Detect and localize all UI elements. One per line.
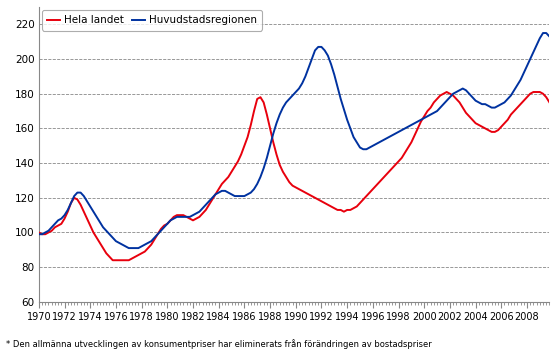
Hela landet xyxy=(315,197,321,201)
Hela landet xyxy=(125,258,132,262)
Huvudstadsregionen xyxy=(539,31,546,35)
Legend: Hela landet, Huvudstadsregionen: Hela landet, Huvudstadsregionen xyxy=(42,10,262,31)
Huvudstadsregionen xyxy=(476,100,482,105)
Hela landet xyxy=(199,211,206,216)
Hela landet xyxy=(443,90,450,94)
Hela landet xyxy=(318,199,325,203)
Line: Huvudstadsregionen: Huvudstadsregionen xyxy=(39,33,555,248)
Huvudstadsregionen xyxy=(495,104,501,108)
Huvudstadsregionen xyxy=(125,246,132,250)
Huvudstadsregionen xyxy=(36,232,42,236)
Hela landet xyxy=(109,258,116,262)
Hela landet xyxy=(84,217,90,221)
Hela landet xyxy=(36,230,42,234)
Text: * Den allmänna utvecklingen av konsumentpriser har eliminerats från förändringen: * Den allmänna utvecklingen av konsument… xyxy=(6,339,431,349)
Huvudstadsregionen xyxy=(161,225,168,230)
Huvudstadsregionen xyxy=(453,90,460,94)
Line: Hela landet: Hela landet xyxy=(39,92,555,260)
Hela landet xyxy=(521,99,527,103)
Huvudstadsregionen xyxy=(463,88,470,92)
Huvudstadsregionen xyxy=(373,142,380,146)
